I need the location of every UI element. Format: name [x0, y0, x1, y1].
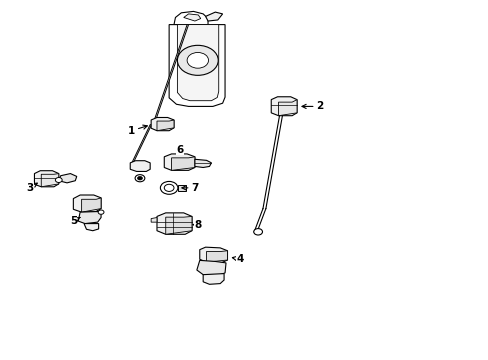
Circle shape	[160, 181, 178, 194]
Polygon shape	[195, 159, 211, 167]
Circle shape	[55, 177, 62, 183]
Polygon shape	[200, 247, 227, 263]
Polygon shape	[165, 216, 192, 234]
Polygon shape	[151, 117, 174, 131]
Circle shape	[177, 45, 218, 75]
Polygon shape	[78, 211, 101, 224]
Text: 3: 3	[26, 183, 37, 193]
Circle shape	[135, 175, 144, 182]
Polygon shape	[132, 125, 151, 162]
Polygon shape	[164, 154, 195, 170]
Text: 1: 1	[128, 125, 147, 136]
Polygon shape	[34, 171, 59, 187]
Polygon shape	[177, 24, 218, 101]
Text: 6: 6	[176, 145, 183, 155]
Polygon shape	[73, 195, 101, 212]
Circle shape	[253, 229, 262, 235]
Polygon shape	[130, 161, 150, 171]
Polygon shape	[278, 100, 296, 116]
Polygon shape	[81, 198, 101, 212]
Circle shape	[164, 184, 174, 192]
Polygon shape	[151, 217, 157, 222]
Polygon shape	[169, 24, 224, 107]
Polygon shape	[41, 174, 59, 187]
Circle shape	[187, 53, 208, 68]
Polygon shape	[203, 274, 224, 284]
Polygon shape	[183, 14, 201, 21]
Polygon shape	[205, 12, 222, 21]
Circle shape	[137, 176, 142, 180]
Polygon shape	[84, 224, 99, 231]
Polygon shape	[197, 260, 225, 276]
Polygon shape	[271, 97, 296, 116]
Text: 4: 4	[232, 254, 244, 264]
Polygon shape	[171, 157, 195, 170]
Polygon shape	[153, 24, 188, 123]
Polygon shape	[157, 120, 174, 131]
Polygon shape	[178, 185, 186, 191]
Polygon shape	[174, 12, 207, 24]
Polygon shape	[206, 251, 227, 262]
Circle shape	[98, 210, 104, 214]
Polygon shape	[157, 213, 192, 234]
Text: 5: 5	[70, 216, 80, 226]
Polygon shape	[59, 174, 77, 183]
Text: 2: 2	[302, 102, 323, 111]
Text: 8: 8	[193, 220, 202, 230]
Text: 7: 7	[182, 183, 198, 193]
